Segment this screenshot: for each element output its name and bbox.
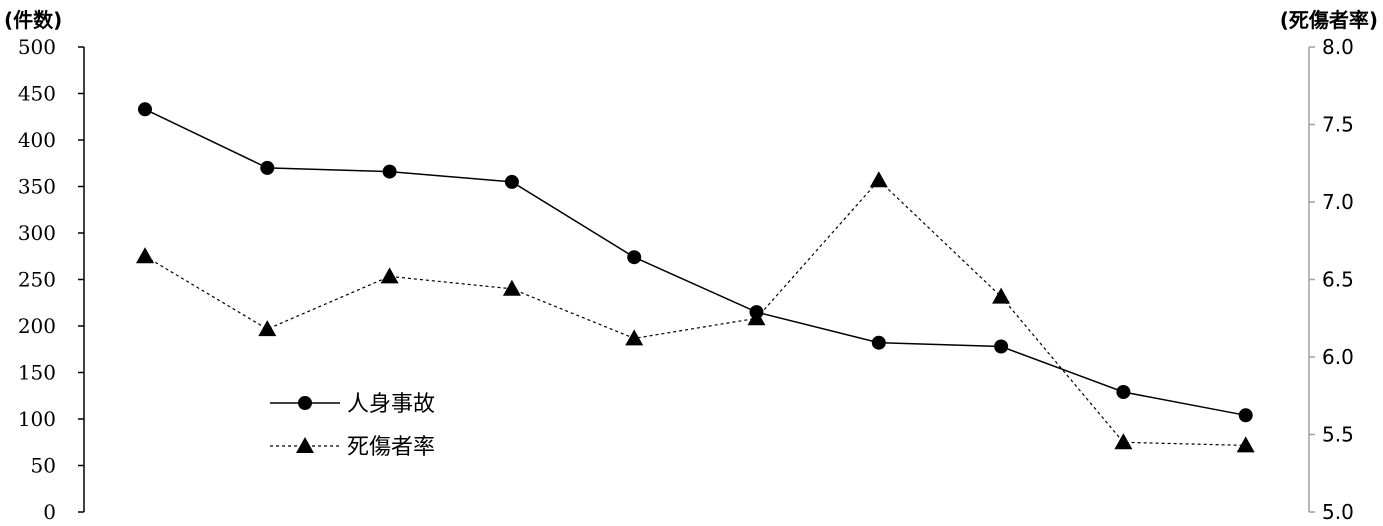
data-point-injury-accidents bbox=[871, 335, 886, 350]
data-point-injury-accidents bbox=[382, 164, 397, 179]
right-axis-tick-label: 8.0 bbox=[1322, 35, 1354, 59]
data-point-casualty-rate bbox=[380, 267, 399, 284]
right-axis-tick-label: 5.5 bbox=[1322, 423, 1354, 447]
right-axis-tick-label: 7.0 bbox=[1322, 190, 1354, 214]
right-axis-tick-label: 7.5 bbox=[1322, 113, 1354, 137]
left-axis-tick-label: 150 bbox=[18, 361, 56, 385]
left-axis-tick-label: 400 bbox=[18, 128, 56, 152]
data-point-injury-accidents bbox=[1116, 385, 1131, 399]
legend-label-casualty-rate: 死傷者率 bbox=[347, 435, 435, 460]
legend-marker-circle bbox=[298, 396, 312, 410]
left-axis-tick-label: 50 bbox=[31, 454, 56, 478]
data-point-injury-accidents bbox=[627, 250, 642, 265]
legend-label-injury-accidents: 人身事故 bbox=[347, 392, 435, 417]
data-point-casualty-rate bbox=[502, 279, 521, 296]
right-axis-tick-label: 6.5 bbox=[1322, 268, 1354, 292]
left-axis-tick-label: 300 bbox=[18, 221, 56, 245]
data-point-casualty-rate bbox=[869, 171, 888, 188]
data-point-injury-accidents bbox=[1238, 408, 1253, 423]
data-point-casualty-rate bbox=[625, 329, 644, 346]
data-point-injury-accidents bbox=[260, 160, 275, 175]
left-axis-unit-label: (件数) bbox=[4, 8, 62, 32]
data-point-injury-accidents bbox=[994, 339, 1009, 354]
series-line-injury-accidents bbox=[144, 108, 1246, 417]
legend: 人身事故 死傷者率 bbox=[270, 392, 435, 460]
left-axis-tick-label: 200 bbox=[18, 314, 56, 338]
data-point-casualty-rate bbox=[992, 287, 1011, 304]
right-axis-unit-label: (死傷者率) bbox=[1280, 8, 1378, 32]
left-axis-tick-label: 350 bbox=[18, 175, 56, 199]
left-axis-tick-label: 250 bbox=[18, 268, 56, 292]
left-axis-tick-label: 100 bbox=[18, 407, 56, 431]
left-axis-tick-label: 450 bbox=[18, 82, 56, 106]
data-point-casualty-rate bbox=[258, 320, 277, 337]
legend-item-casualty-rate: 死傷者率 bbox=[270, 435, 435, 460]
data-point-injury-accidents bbox=[504, 174, 519, 189]
data-point-casualty-rate bbox=[1114, 433, 1133, 450]
data-point-casualty-rate bbox=[1236, 436, 1255, 453]
right-axis-tick-label: 6.0 bbox=[1322, 345, 1354, 369]
legend-item-injury-accidents: 人身事故 bbox=[270, 392, 435, 417]
series-layer bbox=[136, 102, 1255, 453]
legend-marker-triangle bbox=[296, 437, 314, 453]
left-axis-tick-label: 500 bbox=[18, 35, 56, 59]
data-point-injury-accidents bbox=[138, 102, 152, 117]
data-point-casualty-rate bbox=[136, 247, 154, 264]
right-axis-tick-label: 5.0 bbox=[1322, 500, 1354, 524]
left-axis-tick-label: 0 bbox=[43, 500, 56, 524]
right-axis: 8.0 7.5 7.0 6.5 6.0 5.5 5.0 bbox=[1308, 35, 1354, 524]
data-point-casualty-rate bbox=[747, 309, 766, 326]
